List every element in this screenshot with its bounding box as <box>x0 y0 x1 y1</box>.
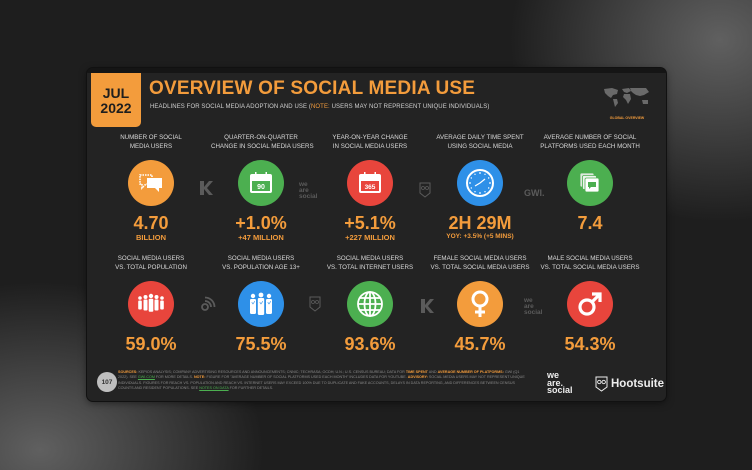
stat-sub: +47 MILLION <box>238 233 284 242</box>
stat-label: MALE SOCIAL MEDIA USERS vs. TOTAL SOCIAL … <box>540 255 640 271</box>
globe-icon <box>357 291 383 317</box>
stat-icon-circle <box>567 160 613 206</box>
stat-value: 45.7% <box>454 334 506 354</box>
stat-value: 59.0% <box>125 334 177 354</box>
gwi-link[interactable]: GWI.COM <box>137 375 155 380</box>
page-subtitle: HEADLINES FOR SOCIAL MEDIA ADOPTION AND … <box>150 104 489 110</box>
kepios-logo-icon <box>200 181 213 195</box>
stat-vs-internet-users: SOCIAL MEDIA USERS vs. TOTAL INTERNET USE… <box>320 255 420 354</box>
stat-label: YEAR-ON-YEAR CHANGE IN SOCIAL MEDIA USERS <box>332 134 408 150</box>
stat-value: +5.1% <box>344 213 396 233</box>
stat-social-media-users: NUMBER OF SOCIAL MEDIA USERS 4.70 BILLION <box>101 134 201 242</box>
hootsuite-wordmark: Hootsuite <box>611 378 665 390</box>
hootsuite-owl-icon <box>419 182 431 198</box>
stat-icon-circle <box>238 281 284 327</box>
region-label: GLOBAL OVERVIEW <box>609 116 645 120</box>
stat-sub: +227 MILLION <box>345 233 395 242</box>
footer: 107 SOURCES: KEPIOS ANALYSIS; COMPANY AD… <box>87 366 666 401</box>
gwi-watermark: GWI. <box>524 188 545 198</box>
subtitle-suffix: USERS MAY NOT REPRESENT UNIQUE INDIVIDUA… <box>329 104 490 110</box>
stacked-apps-icon <box>579 172 600 193</box>
stat-value: +1.0% <box>235 213 287 233</box>
stat-label: AVERAGE NUMBER OF SOCIAL PLATFORMS USED E… <box>540 134 640 150</box>
stat-label: NUMBER OF SOCIAL MEDIA USERS <box>120 134 182 150</box>
stat-icon-circle <box>457 281 503 327</box>
world-map-icon <box>604 88 649 107</box>
date-badge: JUL 2022 <box>91 73 141 127</box>
stat-yoy-change: YEAR-ON-YEAR CHANGE IN SOCIAL MEDIA USERS… <box>320 134 420 242</box>
crowd-icon <box>138 293 164 312</box>
region-indicator: GLOBAL OVERVIEW <box>602 86 652 120</box>
stat-icon-circle: 365 <box>347 160 393 206</box>
we-are-social-watermark: we are social <box>524 297 543 316</box>
notes-on-data-link[interactable]: NOTES ON DATA <box>199 386 229 391</box>
stat-value: 4.70 <box>133 213 169 233</box>
hootsuite-logo: Hootsuite <box>595 376 664 392</box>
stat-label: FEMALE SOCIAL MEDIA USERS vs. TOTAL SOCIA… <box>430 255 530 271</box>
data-signal-icon <box>201 296 216 311</box>
kepios-logo-icon <box>421 299 434 313</box>
stat-label: QUARTER-ON-QUARTER CHANGE IN SOCIAL MEDIA… <box>211 134 314 150</box>
stat-icon-circle <box>567 281 613 327</box>
stat-icon-circle <box>457 160 503 206</box>
stat-vs-total-population: SOCIAL MEDIA USERS vs. TOTAL POPULATION 5… <box>101 255 201 354</box>
female-symbol-icon <box>471 290 489 317</box>
slide: JUL 2022 OVERVIEW OF SOCIAL MEDIA USE HE… <box>87 68 666 401</box>
adults-icon <box>250 292 272 315</box>
stat-value: 2H 29M <box>448 213 512 233</box>
we-are-social-watermark: we are social <box>299 181 318 200</box>
date-year: 2022 <box>100 99 132 116</box>
we-are-social-logo: we are. social <box>547 370 573 395</box>
stat-icon-circle <box>128 281 174 327</box>
stat-label: SOCIAL MEDIA USERS vs. POPULATION AGE 13+ <box>222 255 300 271</box>
stat-male-users: MALE SOCIAL MEDIA USERS vs. TOTAL SOCIAL … <box>540 255 640 354</box>
stat-value: 75.5% <box>235 334 287 354</box>
stat-label: SOCIAL MEDIA USERS vs. TOTAL INTERNET USE… <box>326 255 414 271</box>
stat-label: SOCIAL MEDIA USERS vs. TOTAL POPULATION <box>115 255 187 271</box>
stat-icon-circle: 90 <box>238 160 284 206</box>
svg-text:365: 365 <box>365 184 376 191</box>
sources-text: SOURCES: KEPIOS ANALYSIS; COMPANY ADVERT… <box>118 370 525 391</box>
page-number: 107 <box>97 372 117 392</box>
stat-vs-population-13plus: SOCIAL MEDIA USERS vs. POPULATION AGE 13+… <box>211 255 311 354</box>
male-symbol-icon <box>578 292 602 316</box>
hootsuite-owl-icon <box>309 296 321 312</box>
stat-avg-platforms: AVERAGE NUMBER OF SOCIAL PLATFORMS USED E… <box>540 134 640 233</box>
stat-value: 93.6% <box>344 334 396 354</box>
stat-daily-time: AVERAGE DAILY TIME SPENT USING SOCIAL MED… <box>430 134 530 240</box>
stat-female-users: FEMALE SOCIAL MEDIA USERS vs. TOTAL SOCIA… <box>430 255 530 354</box>
hootsuite-owl-icon <box>595 376 608 392</box>
subtitle-note: NOTE: <box>310 104 330 110</box>
stat-sub: BILLION <box>136 233 166 242</box>
stat-icon-circle <box>347 281 393 327</box>
stat-qoq-change: QUARTER-ON-QUARTER CHANGE IN SOCIAL MEDIA… <box>211 134 314 242</box>
subtitle-prefix: HEADLINES FOR SOCIAL MEDIA ADOPTION AND … <box>150 104 311 110</box>
date-month: JUL <box>102 84 130 101</box>
stat-value: 7.4 <box>577 213 603 233</box>
stat-sub: YOY: +3.5% (+5 MINS) <box>446 233 514 240</box>
stat-value: 54.3% <box>564 334 616 354</box>
svg-text:90: 90 <box>257 184 265 191</box>
stat-label: AVERAGE DAILY TIME SPENT USING SOCIAL MED… <box>436 134 524 150</box>
calendar-90-icon: 90 <box>250 172 272 193</box>
page-title: OVERVIEW OF SOCIAL MEDIA USE <box>149 78 476 99</box>
calendar-365-icon: 365 <box>359 172 381 193</box>
clock-icon <box>466 169 494 197</box>
chat-bubbles-icon <box>139 174 162 192</box>
stat-icon-circle <box>128 160 174 206</box>
